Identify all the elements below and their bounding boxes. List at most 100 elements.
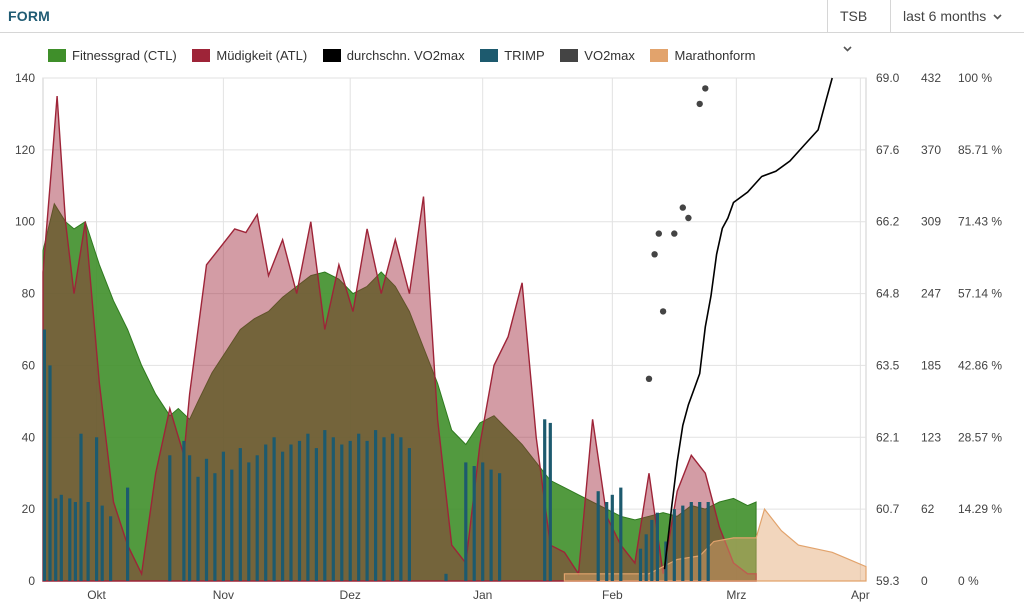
trimp-bar xyxy=(196,476,200,581)
y-left-tick-label: 140 xyxy=(15,71,35,85)
y-vo2-tick-label: 66.2 xyxy=(876,215,900,229)
trimp-bar xyxy=(86,502,90,581)
trimp-bar xyxy=(182,440,186,581)
trimp-bar xyxy=(48,365,52,581)
trimp-bar xyxy=(681,505,685,581)
y-left-tick-label: 100 xyxy=(15,215,35,229)
trimp-bar xyxy=(605,502,609,581)
y-left-tick-label: 120 xyxy=(15,143,35,157)
x-tick-label: Mrz xyxy=(726,588,746,602)
trimp-bar xyxy=(297,440,302,581)
y-percent-tick-label: 57.14 % xyxy=(958,287,1002,301)
y-trimp-tick-label: 309 xyxy=(921,215,941,229)
legend-label-marathon: Marathonform xyxy=(674,48,756,63)
trimp-bar xyxy=(348,440,352,581)
trimp-bar xyxy=(221,451,225,581)
legend-item-marathon[interactable]: Marathonform xyxy=(650,48,755,63)
trimp-bar xyxy=(698,502,702,581)
trimp-bar xyxy=(498,473,502,581)
y-vo2-tick-label: 64.8 xyxy=(876,287,900,301)
trimp-bar xyxy=(382,437,386,581)
vo2max-point xyxy=(671,230,678,237)
trimp-bar xyxy=(619,487,623,581)
y-trimp-tick-label: 123 xyxy=(921,430,941,444)
legend-item-vo2[interactable]: VO2max xyxy=(560,48,635,63)
trimp-bar xyxy=(340,444,344,581)
trimp-bar xyxy=(543,419,547,581)
trimp-bar xyxy=(390,433,395,581)
metric-dropdown[interactable]: TSB xyxy=(827,0,890,52)
trimp-bar xyxy=(444,573,448,581)
vo2max-point xyxy=(679,204,686,211)
trimp-bar xyxy=(481,462,485,581)
y-trimp-tick-label: 432 xyxy=(921,71,941,85)
trimp-bar xyxy=(399,437,403,581)
chevron-down-icon xyxy=(993,14,1002,20)
legend-item-ctl[interactable]: Fitnessgrad (CTL) xyxy=(48,48,177,63)
trimp-bar xyxy=(655,512,659,581)
trimp-bar xyxy=(264,444,268,581)
trimp-bar xyxy=(68,498,72,581)
trimp-bar xyxy=(407,448,411,581)
metric-dropdown-label: TSB xyxy=(840,8,868,24)
trimp-bar xyxy=(73,502,77,581)
legend-label-ctl: Fitnessgrad (CTL) xyxy=(72,48,177,63)
trimp-bar xyxy=(489,469,493,581)
trimp-bar xyxy=(230,469,234,581)
trimp-bar xyxy=(204,458,209,581)
form-chart: Okt Nov Dez Jan Feb Mrz Apr 0 20 40 60 80 100 120 140 5… xyxy=(15,71,1002,602)
series-vo2avg-line xyxy=(663,77,833,570)
trimp-bar xyxy=(281,451,285,581)
trimp-bar xyxy=(644,534,648,581)
trimp-bar xyxy=(126,487,130,581)
y-trimp-tick-label: 62 xyxy=(921,502,935,516)
x-tick-label: Dez xyxy=(340,588,361,602)
y-vo2-tick-label: 62.1 xyxy=(876,430,900,444)
vo2max-point xyxy=(702,85,709,92)
x-tick-label: Feb xyxy=(602,588,623,602)
trimp-bar xyxy=(464,462,468,581)
legend-item-trimp[interactable]: TRIMP xyxy=(480,48,545,63)
page-title: FORM xyxy=(8,8,51,24)
y-trimp-tick-label: 370 xyxy=(921,143,941,157)
trimp-bar xyxy=(109,516,113,581)
y-left-tick-label: 40 xyxy=(22,430,36,444)
y-trimp-tick-label: 247 xyxy=(921,287,941,301)
trimp-bar xyxy=(213,473,217,581)
y-vo2-tick-label: 67.6 xyxy=(876,143,900,157)
trimp-bar xyxy=(323,430,327,581)
vo2max-point xyxy=(655,230,662,237)
trimp-bar xyxy=(672,509,676,581)
trimp-bar xyxy=(472,466,476,581)
y-percent-tick-label: 14.29 % xyxy=(958,502,1002,516)
trimp-bar xyxy=(596,491,600,581)
legend-label-atl: Müdigkeit (ATL) xyxy=(216,48,308,63)
x-tick-label: Apr xyxy=(851,588,870,602)
trimp-bar xyxy=(238,448,242,581)
trimp-bar xyxy=(289,444,293,581)
legend-label-vo2: VO2max xyxy=(584,48,635,63)
trimp-bar xyxy=(689,502,693,581)
y-left-tick-label: 60 xyxy=(22,358,36,372)
y-percent-tick-label: 71.43 % xyxy=(958,215,1002,229)
range-dropdown[interactable]: last 6 months xyxy=(890,0,1024,32)
trimp-bar xyxy=(95,437,99,581)
trimp-bar xyxy=(272,437,276,581)
trimp-bar xyxy=(374,430,378,581)
legend-label-trimp: TRIMP xyxy=(504,48,545,63)
y-percent-tick-label: 100 % xyxy=(958,71,992,85)
legend-item-atl[interactable]: Müdigkeit (ATL) xyxy=(192,48,307,63)
legend-item-vo2avg[interactable]: durchschn. VO2max xyxy=(322,48,465,63)
chevron-down-icon xyxy=(843,46,852,52)
legend-label-vo2avg: durchschn. VO2max xyxy=(346,48,465,63)
y-vo2-tick-label: 59.3 xyxy=(876,574,900,588)
trimp-bar xyxy=(638,548,643,581)
y-left-tick-label: 80 xyxy=(22,287,36,301)
y-trimp-tick-label: 185 xyxy=(921,358,941,372)
vo2max-point xyxy=(645,375,653,382)
y-percent-tick-label: 28.57 % xyxy=(958,430,1002,444)
trimp-bar xyxy=(188,455,192,582)
trimp-bar xyxy=(100,505,104,581)
trimp-bar xyxy=(314,448,318,581)
trimp-bar xyxy=(255,455,259,582)
